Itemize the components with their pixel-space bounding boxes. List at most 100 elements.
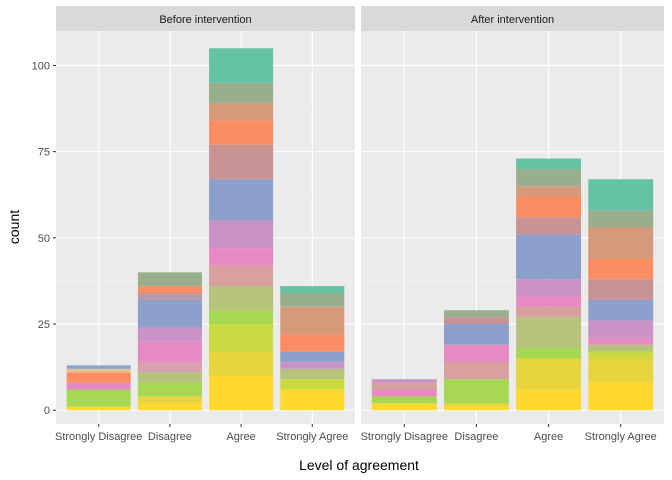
bar-segment (588, 351, 654, 359)
x-tick-label: Strongly Disagree (55, 431, 142, 443)
y-tick-label: 0 (44, 405, 50, 417)
bar-segment (209, 144, 274, 180)
bar-segment (588, 210, 654, 228)
bar-segment (280, 379, 345, 390)
strip-label-after: After intervention (471, 14, 554, 26)
bar-segment (137, 372, 202, 383)
bar-segment (371, 403, 437, 411)
bar-segment (588, 382, 654, 411)
bar-segment (443, 344, 509, 362)
bar-segment (137, 272, 202, 287)
bar-segment (516, 306, 582, 318)
bar-segment (66, 365, 131, 369)
bar-segment (443, 406, 509, 411)
bar-segment (588, 344, 654, 352)
x-tick-label: Disagree (454, 431, 498, 443)
bar-segment (137, 396, 202, 404)
bar-segment (137, 299, 202, 328)
bar-segment (516, 279, 582, 297)
x-tick-label: Strongly Agree (585, 431, 657, 443)
y-tick-label: 25 (38, 319, 50, 331)
bar-segment (209, 220, 274, 249)
bar-segment (588, 227, 654, 259)
y-tick-label: 75 (38, 147, 50, 159)
x-tick-label: Strongly Agree (276, 431, 348, 443)
bar-segment (209, 310, 274, 325)
bar-segment (371, 382, 437, 390)
x-axis-after: Strongly Disagree Disagree Agree Strongly A… (361, 424, 657, 443)
bar-segment (443, 361, 509, 380)
y-axis-title: count (6, 210, 22, 244)
x-tick-label: Agree (534, 431, 563, 443)
bar-segment (588, 320, 654, 338)
bar-segment (137, 327, 202, 342)
panel-after-intervention: After intervention (361, 6, 664, 424)
strip-label-before: Before intervention (159, 14, 251, 26)
bar-segment (66, 372, 131, 383)
bar-segment (137, 403, 202, 411)
bar-segment (137, 341, 202, 362)
bar-segment (209, 48, 274, 83)
bar-segment (443, 324, 509, 345)
bar-segment (443, 403, 509, 407)
bar-segment (588, 279, 654, 300)
bar-segment (137, 361, 202, 373)
bar-segment (516, 186, 582, 197)
bar-segment (588, 179, 654, 211)
bar-segment (516, 348, 582, 359)
bar-segment (588, 337, 654, 345)
bar-segment (588, 358, 654, 383)
x-axis-before: Strongly Disagree Disagree Agree Strongly A… (55, 424, 348, 443)
bar-segment (516, 317, 582, 349)
bar-segment (209, 120, 274, 145)
bar-segment (209, 324, 274, 352)
bar-segment (209, 375, 274, 411)
bar-segment (137, 293, 202, 300)
bar-segment (209, 82, 274, 104)
bar-segment (516, 168, 582, 187)
x-axis-title: Level of agreement (299, 457, 419, 473)
bar-segment (588, 299, 654, 321)
bar-segment (280, 351, 345, 362)
bar-segment (280, 389, 345, 411)
bar-segment (516, 158, 582, 169)
bar-segment (371, 396, 437, 404)
panel-before-intervention: Before intervention (56, 6, 355, 424)
bars-before (66, 48, 345, 411)
bar-segment (516, 196, 582, 218)
bar-segment (516, 217, 582, 235)
bar-segment (516, 296, 582, 307)
bar-segment (516, 389, 582, 411)
strip-before-intervention (56, 6, 355, 31)
x-tick-label: Agree (226, 431, 255, 443)
bars-after (371, 158, 654, 411)
x-tick-label: Disagree (148, 431, 192, 443)
bar-segment (209, 248, 274, 266)
bar-segment (280, 306, 345, 335)
y-tick-label: 50 (38, 233, 50, 245)
bar-segment (209, 265, 274, 287)
bar-segment (280, 361, 345, 369)
bar-segment (137, 286, 202, 293)
y-tick-label: 100 (32, 60, 50, 72)
bar-segment (280, 293, 345, 307)
bar-segment (66, 406, 131, 411)
bar-segment (443, 317, 509, 325)
bar-segment (209, 351, 274, 376)
y-axis: 0 25 50 75 100 (32, 60, 56, 417)
bar-segment (371, 389, 437, 397)
bar-segment (516, 358, 582, 390)
bar-segment (443, 379, 509, 404)
bar-segment (371, 379, 437, 383)
bar-segment (280, 334, 345, 352)
bar-segment (280, 368, 345, 380)
bar-segment (280, 286, 345, 293)
bar-segment (66, 368, 131, 373)
strip-after-intervention (361, 6, 664, 31)
bar-segment (516, 234, 582, 280)
bar-segment (209, 179, 274, 221)
bar-segment (66, 382, 131, 390)
bar-segment (209, 286, 274, 311)
bar-segment (209, 103, 274, 121)
